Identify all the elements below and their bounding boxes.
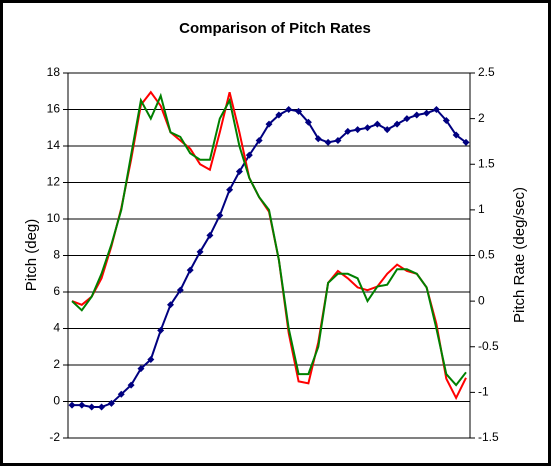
point-marker: [147, 356, 155, 364]
point-marker: [304, 118, 312, 126]
y2-tick-label: 2.5: [478, 65, 495, 79]
series-line: [71, 92, 467, 387]
y2-tick-label: 1: [478, 202, 485, 216]
y-tick-label: 10: [47, 211, 61, 225]
y-tick-label: 18: [47, 65, 61, 79]
y2-tick-label: -1: [478, 385, 489, 399]
point-marker: [265, 120, 273, 128]
point-marker: [68, 401, 76, 409]
chart-title: Comparison of Pitch Rates: [179, 20, 371, 37]
point-marker: [167, 301, 174, 309]
point-marker: [245, 151, 253, 159]
y-tick-label: 0: [53, 394, 60, 408]
y-axis-title: Pitch (deg): [23, 219, 40, 292]
point-marker: [137, 365, 145, 373]
point-marker: [157, 326, 165, 334]
point-marker: [78, 401, 86, 409]
point-marker: [196, 248, 204, 256]
point-marker: [344, 127, 352, 135]
point-marker: [393, 120, 401, 128]
point-marker: [275, 111, 283, 119]
y2-tick-label: 1.5: [478, 156, 495, 170]
point-marker: [98, 403, 106, 411]
point-marker: [88, 403, 96, 411]
y-tick-label: 6: [53, 284, 60, 298]
point-marker: [314, 135, 322, 143]
point-marker: [442, 116, 450, 124]
y-tick-label: 16: [47, 102, 61, 116]
point-marker: [462, 138, 470, 146]
y2-tick-label: -1.5: [478, 430, 499, 444]
y-tick-label: 14: [47, 138, 61, 152]
y2-tick-label: 0.5: [478, 248, 495, 262]
point-marker: [373, 120, 381, 128]
point-marker: [452, 131, 460, 139]
point-marker: [117, 390, 125, 398]
point-marker: [255, 137, 263, 145]
point-marker: [186, 266, 194, 274]
point-marker: [176, 286, 184, 294]
point-marker: [127, 381, 135, 389]
point-marker: [324, 138, 332, 146]
point-marker: [216, 211, 224, 219]
y-tick-label: 12: [47, 175, 61, 189]
point-marker: [383, 126, 391, 134]
point-marker: [285, 106, 293, 113]
point-marker: [226, 186, 234, 194]
point-marker: [364, 124, 371, 132]
y2-tick-label: 0: [478, 293, 485, 307]
point-marker: [206, 231, 214, 239]
y-tick-label: -2: [49, 430, 60, 444]
y2-tick-label: 2: [478, 111, 485, 125]
point-marker: [423, 109, 431, 117]
y-tick-label: 4: [53, 321, 60, 335]
point-marker: [295, 107, 303, 115]
point-marker: [334, 137, 342, 145]
point-marker: [403, 115, 411, 123]
point-marker: [413, 111, 421, 119]
point-marker: [354, 126, 362, 134]
y-tick-label: 2: [53, 357, 60, 371]
y2-axis-title: Pitch Rate (deg/sec): [511, 187, 528, 323]
point-marker: [235, 168, 243, 176]
y-tick-label: 8: [53, 248, 60, 262]
point-marker: [432, 106, 440, 113]
y2-tick-label: -0.5: [478, 339, 499, 353]
point-marker: [107, 399, 115, 407]
